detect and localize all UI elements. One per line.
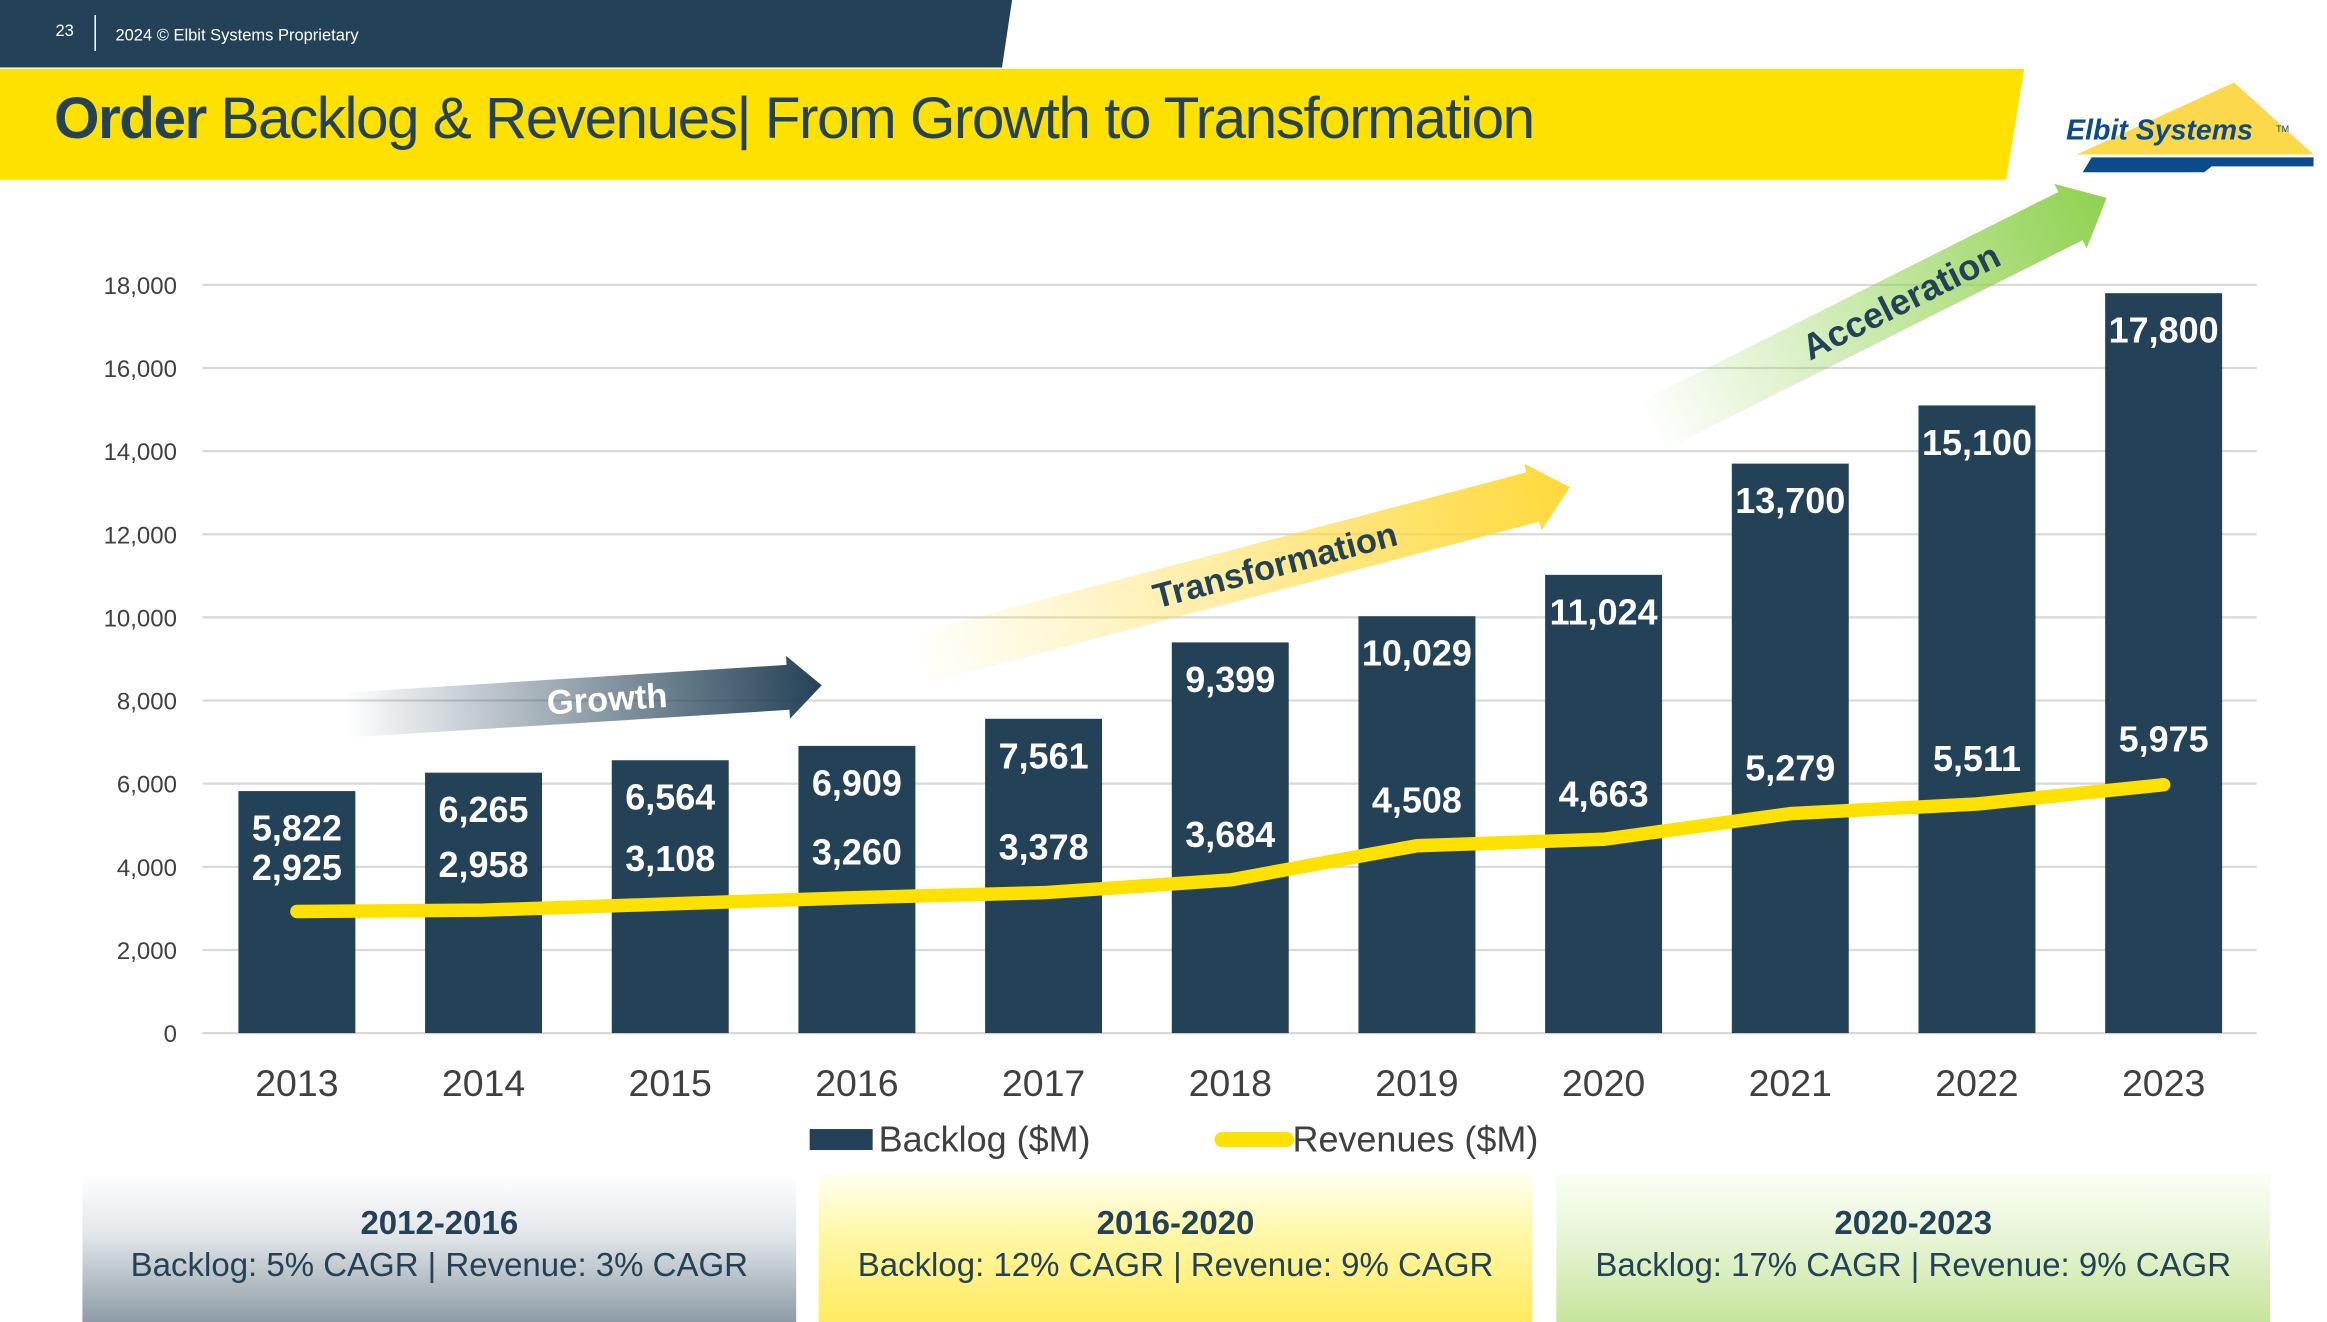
backlog-data-label: 11,024 <box>1550 591 1658 632</box>
backlog-data-label: 10,029 <box>1362 633 1472 674</box>
backlog-data-label: 6,909 <box>812 762 902 803</box>
transformation-arrow-shape <box>908 463 1570 685</box>
x-tick-label: 2017 <box>1002 1062 1085 1104</box>
top-bar <box>0 0 1013 68</box>
revenue-data-label: 4,663 <box>1559 773 1649 814</box>
backlog-data-label: 13,700 <box>1735 480 1845 521</box>
growth-arrow: Growth <box>343 655 822 738</box>
x-tick-label: 2018 <box>1189 1062 1272 1104</box>
period-box-2012-2016: 2012-2016 Backlog: 5% CAGR | Revenue: 3% … <box>82 1174 797 1322</box>
growth-arrow-shape <box>343 655 822 738</box>
divider <box>94 14 96 51</box>
legend-backlog-label: Backlog ($M) <box>879 1119 1091 1160</box>
x-tick-label: 2013 <box>255 1062 338 1104</box>
revenue-data-label: 5,279 <box>1745 748 1835 789</box>
backlog-bar <box>1171 642 1289 1034</box>
y-tick-label: 10,000 <box>104 605 177 632</box>
backlog-bar <box>1918 405 2036 1034</box>
title-bold: Order <box>53 86 207 152</box>
revenue-line <box>290 777 2171 919</box>
title-rest: Backlog & Revenues| From Growth to Trans… <box>205 86 1535 152</box>
acceleration-arrow: Acceleration <box>1637 183 2107 452</box>
revenue-data-label: 2,958 <box>439 844 529 885</box>
revenue-data-label: 3,108 <box>625 838 715 879</box>
y-tick-label: 14,000 <box>104 439 177 466</box>
backlog-bar <box>798 745 916 1034</box>
revenue-data-label: 2,925 <box>252 847 342 888</box>
backlog-bar <box>2105 293 2223 1034</box>
backlog-data-label: 5,822 <box>252 808 342 849</box>
x-tick-label: 2015 <box>629 1062 712 1104</box>
y-tick-label: 2,000 <box>117 938 177 965</box>
x-tick-label: 2016 <box>815 1062 898 1104</box>
page-number: 23 <box>55 22 74 41</box>
period-box-2020-2023: 2020-2023 Backlog: 17% CAGR | Revenue: 9%… <box>1556 1174 2271 1322</box>
period-range: 2020-2023 <box>1834 1204 1993 1242</box>
x-tick-label: 2020 <box>1562 1062 1645 1104</box>
x-tick-label: 2021 <box>1749 1062 1832 1104</box>
backlog-data-label: 6,564 <box>625 777 715 818</box>
legend-backlog-swatch <box>809 1129 873 1151</box>
revenue-data-label: 3,378 <box>999 827 1089 868</box>
backlog-bar <box>1358 616 1476 1034</box>
period-cagr: Backlog: 12% CAGR | Revenue: 9% CAGR <box>857 1246 1494 1284</box>
revenue-data-label: 3,260 <box>812 832 902 873</box>
backlog-data-label: 17,800 <box>2109 310 2219 351</box>
period-range: 2012-2016 <box>360 1204 519 1242</box>
svg-text:Elbit Systems: Elbit Systems <box>2066 114 2253 146</box>
revenue-data-label: 4,508 <box>1372 780 1462 821</box>
y-tick-label: 4,000 <box>117 855 177 882</box>
period-box-2016-2020: 2016-2020 Backlog: 12% CAGR | Revenue: 9%… <box>818 1174 1533 1322</box>
y-tick-label: 8,000 <box>117 689 177 716</box>
revenue-data-label: 5,511 <box>1933 738 2021 779</box>
backlog-data-label: 15,100 <box>1922 422 2032 463</box>
backlog-bar <box>1731 463 1849 1034</box>
legend-revenue-label: Revenues ($M) <box>1292 1119 1538 1160</box>
x-tick-label: 2014 <box>442 1062 525 1104</box>
period-range: 2016-2020 <box>1096 1204 1255 1242</box>
revenue-data-label: 5,975 <box>2119 719 2209 760</box>
svg-text:TM: TM <box>2276 124 2289 134</box>
acceleration-arrow-shape <box>1637 183 2107 452</box>
y-tick-label: 6,000 <box>117 772 177 799</box>
backlog-revenue-chart: 0 2,000 4,000 6,000 8,000 10,000 12,000 14,000 1… <box>104 183 2257 1160</box>
backlog-bar <box>1545 574 1663 1034</box>
copyright: 2024 © Elbit Systems Proprietary <box>115 26 359 45</box>
growth-arrow-label: Growth <box>546 677 669 722</box>
y-tick-label: 16,000 <box>104 356 177 383</box>
page-title: Order Backlog & Revenues| From Growth to… <box>53 86 1535 153</box>
elbit-logo: Elbit Systems TM <box>2066 82 2314 173</box>
backlog-data-label: 9,399 <box>1185 659 1275 700</box>
backlog-data-label: 6,265 <box>439 789 529 830</box>
title-bar <box>0 68 2025 180</box>
y-tick-label: 18,000 <box>104 273 177 300</box>
period-cagr: Backlog: 17% CAGR | Revenue: 9% CAGR <box>1595 1246 2232 1284</box>
x-tick-label: 2023 <box>2122 1062 2205 1104</box>
x-tick-label: 2019 <box>1375 1062 1458 1104</box>
backlog-bar <box>985 718 1103 1034</box>
revenue-data-label: 3,684 <box>1185 814 1275 855</box>
period-cagr: Backlog: 5% CAGR | Revenue: 3% CAGR <box>130 1246 748 1284</box>
backlog-data-label: 7,561 <box>999 735 1089 776</box>
y-tick-label: 12,000 <box>104 522 177 549</box>
y-tick-label: 0 <box>164 1021 177 1048</box>
acceleration-arrow-label: Acceleration <box>1795 235 2006 368</box>
x-tick-label: 2022 <box>1935 1062 2018 1104</box>
